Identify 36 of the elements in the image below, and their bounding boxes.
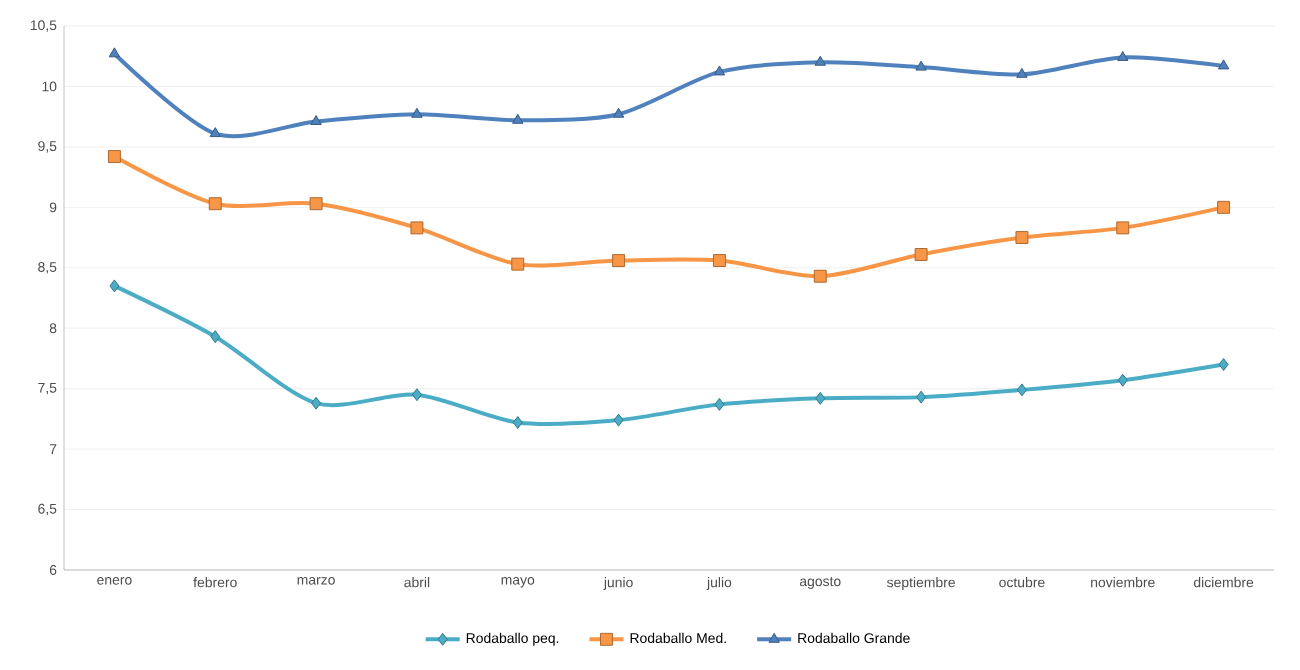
point (1116, 221, 1130, 235)
point (1015, 231, 1029, 245)
point (411, 107, 423, 118)
point (613, 413, 624, 427)
point (713, 65, 726, 76)
point (310, 115, 322, 125)
point (914, 248, 928, 261)
point (309, 197, 323, 211)
point (411, 388, 422, 402)
point (1218, 358, 1229, 371)
point (208, 197, 222, 211)
point (916, 390, 927, 404)
point (512, 113, 524, 124)
point (1217, 59, 1230, 70)
point (712, 254, 726, 267)
point (714, 397, 725, 411)
point (512, 416, 523, 429)
point (1016, 67, 1028, 78)
point (1016, 383, 1027, 397)
point (311, 396, 322, 410)
point (108, 47, 121, 58)
point (210, 330, 221, 344)
point (410, 221, 424, 235)
point (1117, 373, 1128, 387)
point (612, 107, 625, 118)
point (1117, 50, 1129, 61)
point (813, 269, 827, 283)
point (107, 150, 121, 164)
point (814, 55, 826, 66)
point (1217, 200, 1231, 214)
point (209, 127, 221, 138)
point (511, 257, 525, 271)
point (109, 279, 120, 293)
point (915, 60, 927, 71)
point (612, 254, 626, 267)
point (815, 391, 826, 405)
